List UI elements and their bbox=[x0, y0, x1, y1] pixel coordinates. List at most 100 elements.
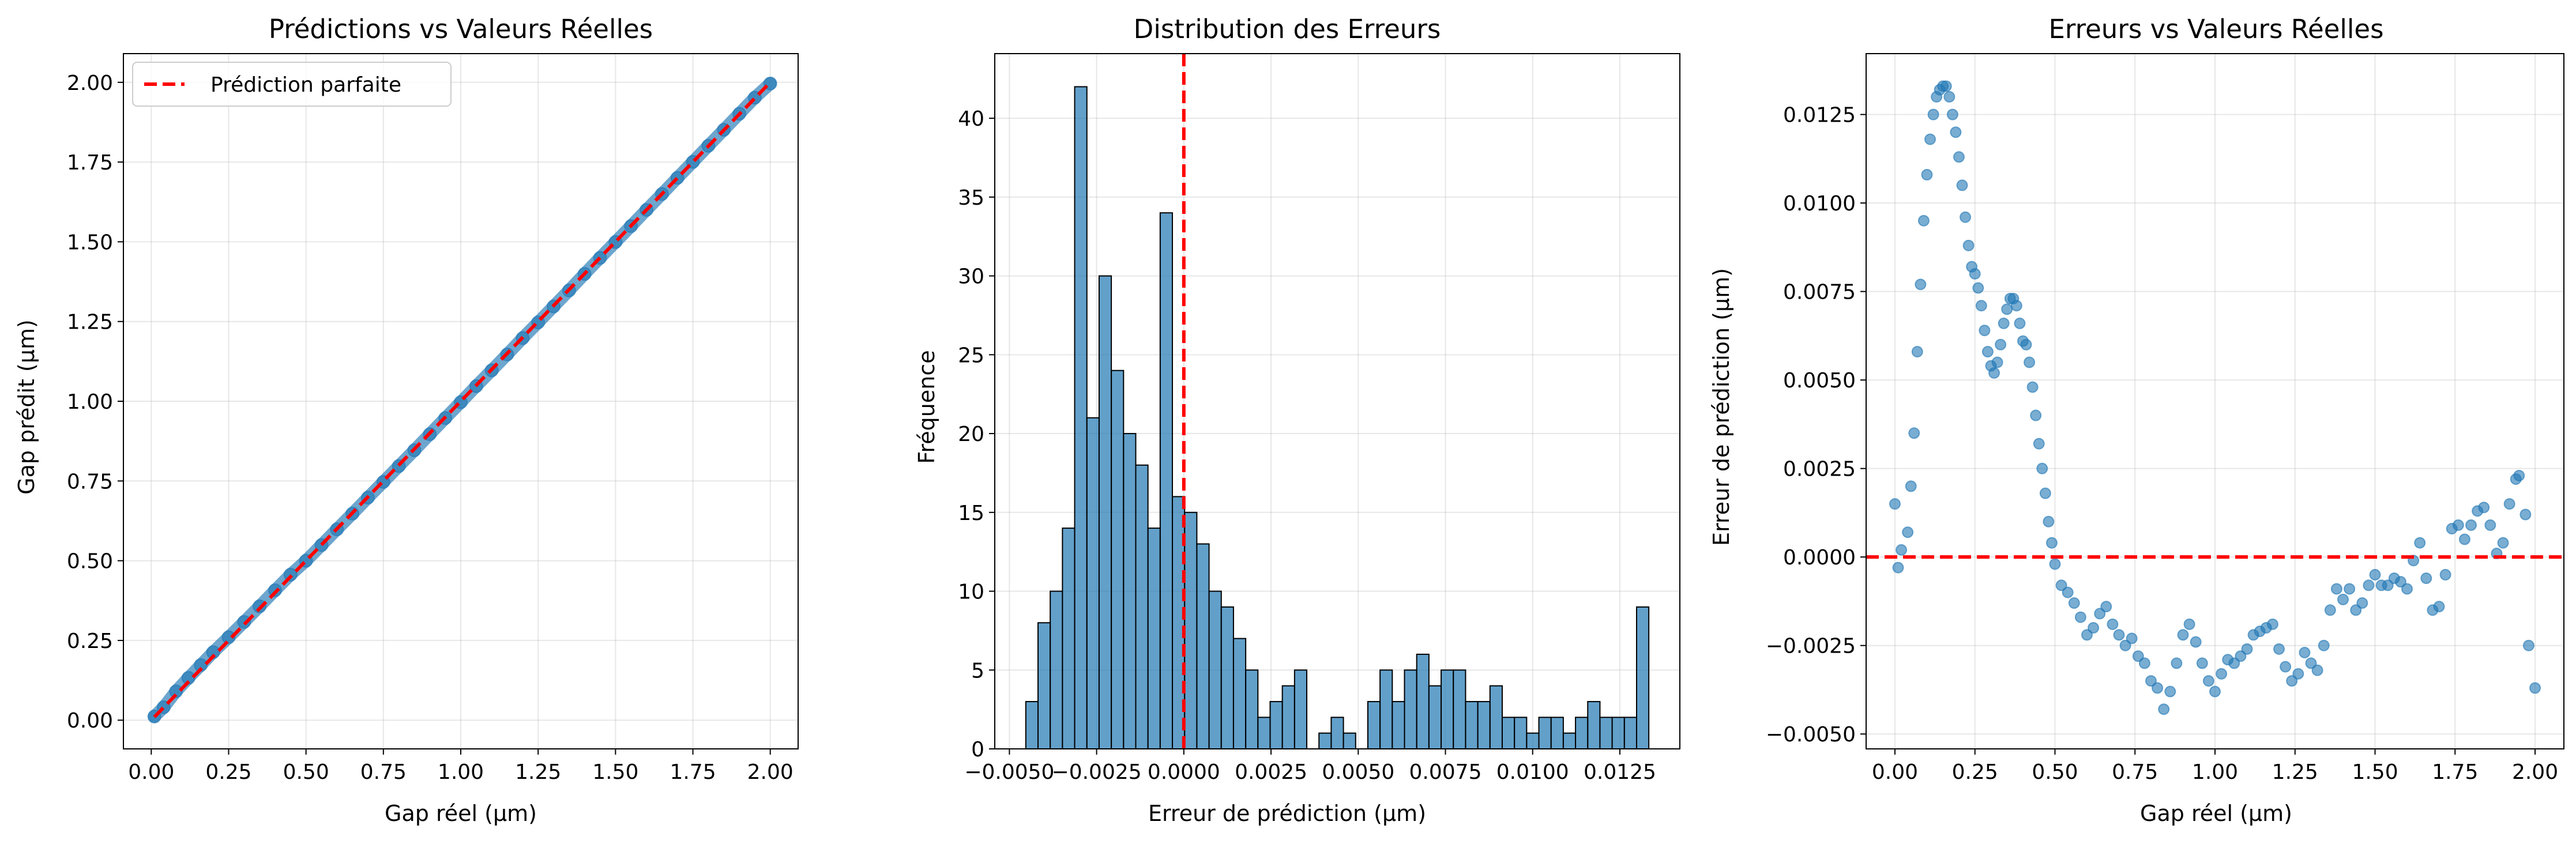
error-point bbox=[2458, 533, 2470, 545]
error-point bbox=[1892, 562, 1904, 574]
panel2-xlabel: Erreur de prédiction (µm) bbox=[1148, 801, 1426, 826]
histogram-bar bbox=[1501, 717, 1515, 750]
error-point bbox=[2330, 583, 2342, 595]
histogram-bar bbox=[1086, 417, 1100, 749]
histogram-bar bbox=[1220, 606, 1234, 750]
error-point bbox=[2171, 657, 2183, 669]
error-point bbox=[2292, 668, 2304, 680]
histogram-bar bbox=[1587, 700, 1601, 750]
histogram-bar bbox=[1477, 700, 1491, 750]
histogram-bar bbox=[1196, 543, 1210, 749]
error-point bbox=[2183, 618, 2195, 630]
panel3-xtick-label: 2.00 bbox=[2512, 760, 2558, 784]
error-point bbox=[2074, 611, 2086, 623]
panel2-ytick-label: 35 bbox=[958, 186, 984, 210]
error-point bbox=[2030, 409, 2042, 421]
error-point bbox=[1911, 346, 1923, 358]
error-point bbox=[2209, 685, 2221, 698]
error-point bbox=[1981, 346, 1994, 358]
panel1-ytick-label: 2.00 bbox=[67, 71, 113, 95]
histogram-bar bbox=[1037, 622, 1051, 749]
histogram-bar bbox=[1098, 275, 1112, 749]
panel2-ticks: −0.0050−0.0025 0.0000 0.0025 0.0050 0.0075 0.… bbox=[958, 107, 1656, 784]
histogram-bar bbox=[1147, 528, 1161, 750]
error-point bbox=[2235, 650, 2247, 662]
histogram-bar bbox=[1599, 717, 1613, 750]
panel3-xtick-label: 0.50 bbox=[2032, 760, 2078, 784]
panel2-title: Distribution des Erreurs bbox=[1134, 14, 1441, 44]
histogram-bar bbox=[1111, 370, 1125, 749]
error-point bbox=[2382, 579, 2394, 591]
panel3-ytick-label: 0.0025 bbox=[1783, 458, 1856, 481]
scatter-point bbox=[221, 630, 236, 645]
panel3-xtick-label: 1.00 bbox=[2192, 760, 2238, 784]
panel1-ytick-label: 0.75 bbox=[67, 470, 113, 493]
error-point bbox=[2202, 675, 2214, 687]
histogram-bar bbox=[1379, 669, 1393, 749]
histogram-bar bbox=[1441, 669, 1454, 749]
error-point bbox=[1905, 480, 1917, 492]
panel3-data bbox=[1866, 80, 2564, 715]
histogram-bar bbox=[1635, 606, 1650, 750]
error-point bbox=[1953, 151, 1965, 163]
panel2-xtick-label: 0.0000 bbox=[1148, 760, 1220, 784]
panel3-xtick-label: 1.50 bbox=[2352, 760, 2398, 784]
panel1-xlabel: Gap réel (µm) bbox=[385, 801, 537, 826]
panel2-ytick-label: 20 bbox=[958, 423, 984, 446]
histogram-bar bbox=[1184, 511, 1198, 749]
histogram-bar bbox=[1465, 700, 1479, 750]
error-point bbox=[1991, 356, 2003, 368]
error-point bbox=[2107, 618, 2119, 630]
error-point bbox=[2280, 661, 2292, 673]
panel1-xtick-label: 0.25 bbox=[205, 760, 251, 784]
histogram-bar bbox=[1611, 717, 1625, 750]
panel2-ytick-label: 15 bbox=[958, 502, 984, 525]
error-point bbox=[2088, 621, 2100, 634]
panel2-xtick-label: 0.0050 bbox=[1322, 760, 1394, 784]
error-point bbox=[2190, 636, 2202, 648]
panel1-frame bbox=[123, 53, 799, 749]
error-point bbox=[2039, 487, 2051, 499]
error-point bbox=[1956, 179, 1968, 191]
error-point bbox=[1950, 126, 1962, 138]
panel3-ticks: 0.00 0.25 0.50 0.75 1.00 1.25 1.50 1.75 2.00 −0.0… bbox=[1766, 104, 2558, 784]
error-point bbox=[2356, 597, 2368, 609]
panel2-ytick-label: 5 bbox=[971, 659, 984, 683]
error-point bbox=[2439, 568, 2451, 581]
error-point bbox=[2503, 498, 2515, 510]
error-point bbox=[2132, 650, 2144, 662]
error-point bbox=[1896, 544, 1908, 556]
histogram-bar bbox=[1514, 717, 1528, 750]
error-point bbox=[2529, 682, 2541, 694]
error-point bbox=[2145, 675, 2157, 687]
error-point bbox=[2363, 579, 2375, 591]
error-point bbox=[2452, 519, 2464, 531]
error-point bbox=[2318, 639, 2330, 651]
error-point bbox=[1917, 214, 1930, 227]
error-point bbox=[2036, 462, 2048, 474]
histogram-bar bbox=[1453, 669, 1466, 749]
histogram-bar bbox=[1208, 590, 1222, 750]
error-point bbox=[2522, 639, 2534, 651]
panel1-ytick-label: 1.75 bbox=[67, 151, 113, 175]
panel1-ytick-label: 1.00 bbox=[67, 390, 113, 414]
panel1-xtick-label: 2.00 bbox=[747, 760, 794, 784]
error-point bbox=[1962, 239, 1975, 251]
error-point bbox=[1972, 282, 1984, 294]
histogram-bar bbox=[1281, 685, 1295, 750]
histogram-bar bbox=[1074, 86, 1088, 749]
histogram-bar bbox=[1232, 638, 1247, 749]
panel2-xtick-label: 0.0125 bbox=[1584, 760, 1656, 784]
error-point bbox=[2113, 629, 2125, 641]
panel1-xtick-label: 1.75 bbox=[670, 760, 716, 784]
error-point bbox=[2241, 643, 2253, 655]
histogram-bar bbox=[1062, 528, 1075, 750]
error-point bbox=[2350, 604, 2362, 616]
error-point bbox=[2001, 303, 2013, 315]
histogram-bar bbox=[1159, 212, 1174, 749]
histogram-bar bbox=[1562, 732, 1577, 750]
error-point bbox=[1915, 278, 1927, 291]
error-point bbox=[1924, 133, 1936, 145]
error-point bbox=[2062, 586, 2074, 598]
